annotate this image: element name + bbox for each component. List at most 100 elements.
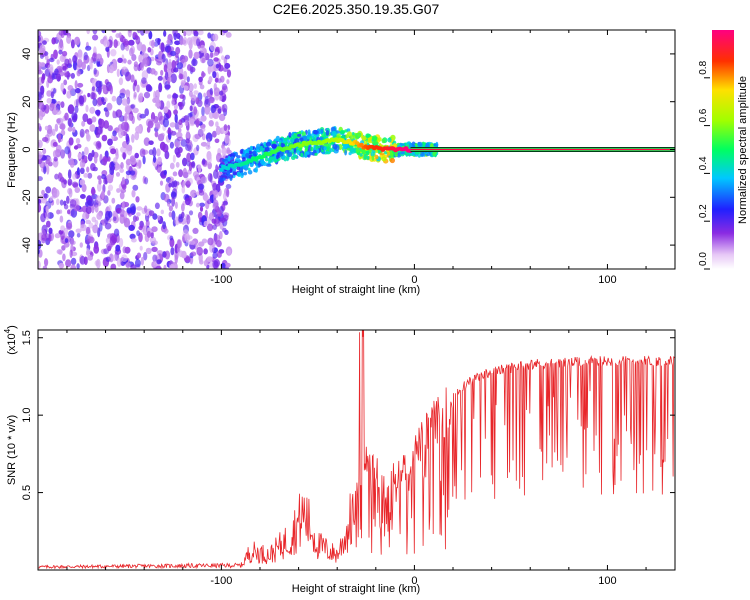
noise-blob [129, 155, 136, 163]
noise-blob [164, 150, 170, 160]
noise-blob [67, 85, 74, 91]
trace-blob [355, 147, 360, 153]
noise-blob [192, 227, 199, 234]
noise-blob [74, 87, 81, 94]
noise-blob [221, 30, 229, 34]
trace-blob [247, 169, 253, 175]
noise-blob [173, 32, 177, 41]
noise-blob [65, 259, 72, 268]
noise-blob [130, 104, 135, 109]
noise-blob [224, 262, 231, 268]
noise-blob [135, 216, 139, 222]
noise-blob [39, 161, 46, 169]
noise-blob [63, 227, 69, 236]
trace-blob [232, 170, 237, 176]
noise-blob [158, 82, 163, 93]
noise-blob [174, 40, 181, 46]
noise-blob [182, 229, 189, 238]
noise-blob [196, 144, 200, 152]
noise-blob [200, 176, 208, 184]
noise-blob [110, 263, 117, 269]
noise-blob [103, 97, 108, 103]
noise-blob [124, 104, 131, 114]
colorbar-ticks: 0.0 0.2 0.4 0.6 0.8 [698, 60, 710, 270]
snr-panel: -100 0 100 0.5 1.0 1.5 Height of straight lin… [3, 325, 676, 595]
trace-blob [344, 149, 347, 156]
noise-blob [186, 37, 193, 46]
noise-blob [125, 262, 131, 269]
noise-blob [95, 195, 102, 204]
noise-blob [166, 100, 171, 109]
trace-blob [278, 140, 282, 143]
noise-blob [221, 147, 228, 155]
noise-blob [167, 46, 175, 52]
noise-blob [120, 42, 125, 51]
noise-blob [164, 71, 169, 81]
noise-blob [68, 230, 75, 238]
noise-blob [85, 206, 92, 215]
noise-blob [224, 54, 230, 60]
noise-blob [120, 121, 128, 131]
noise-blob [87, 152, 93, 162]
y-tick-label: 1.5 [21, 330, 33, 345]
trace-point [359, 142, 364, 147]
noise-blob [144, 177, 149, 185]
noise-blob [39, 44, 46, 55]
trace-blob [283, 137, 288, 141]
noise-blob [171, 196, 176, 207]
noise-blob [107, 138, 113, 146]
noise-blob [81, 183, 87, 193]
noise-blob [130, 264, 137, 269]
spectrogram-ylabel: Frequency (Hz) [6, 112, 18, 188]
noise-blob [38, 123, 41, 128]
noise-blob [171, 181, 175, 188]
snr-xlabel: Height of straight line (km) [292, 583, 420, 595]
noise-blob [169, 122, 176, 128]
noise-blob [93, 67, 97, 75]
noise-blob [174, 254, 178, 264]
noise-blob [64, 146, 71, 155]
noise-blob [136, 84, 140, 93]
noise-blob [212, 252, 218, 259]
noise-blob [43, 193, 49, 199]
noise-blob [60, 230, 65, 241]
noise-blob [134, 131, 140, 141]
y-tick-label: 20 [21, 96, 33, 108]
trace-blob [387, 137, 392, 143]
noise-blob [121, 184, 127, 190]
noise-blob [185, 197, 191, 206]
noise-blob [101, 190, 105, 200]
noise-blob [53, 156, 58, 162]
trace-blob [230, 152, 236, 157]
noise-blob [160, 69, 164, 76]
noise-blob [172, 93, 179, 99]
noise-blob [52, 141, 58, 147]
noise-blob [89, 124, 96, 132]
noise-blob [104, 222, 112, 230]
noise-blob [154, 131, 159, 138]
noise-blob [142, 155, 146, 165]
noise-blob [103, 177, 108, 185]
noise-blob [186, 214, 191, 225]
trace-blob [374, 154, 379, 160]
noise-blob [64, 58, 70, 67]
noise-blob [74, 36, 81, 46]
noise-blob [114, 163, 119, 169]
noise-blob [76, 167, 80, 176]
snr-multiplier: (x104) [3, 325, 18, 355]
noise-blob [119, 92, 125, 99]
noise-blob [140, 30, 145, 36]
trace-blob [307, 129, 311, 135]
snr-series-line [38, 330, 675, 570]
noise-blob [116, 257, 122, 267]
noise-blob [113, 216, 117, 222]
noise-blob [224, 62, 231, 69]
noise-blob [182, 36, 188, 46]
noise-blob [213, 234, 221, 243]
noise-blob [40, 62, 46, 67]
noise-blob [207, 237, 214, 246]
noise-blob [105, 109, 110, 118]
x-tick-label: 0 [411, 575, 417, 587]
noise-blob [54, 123, 59, 132]
noise-blob [213, 87, 221, 97]
